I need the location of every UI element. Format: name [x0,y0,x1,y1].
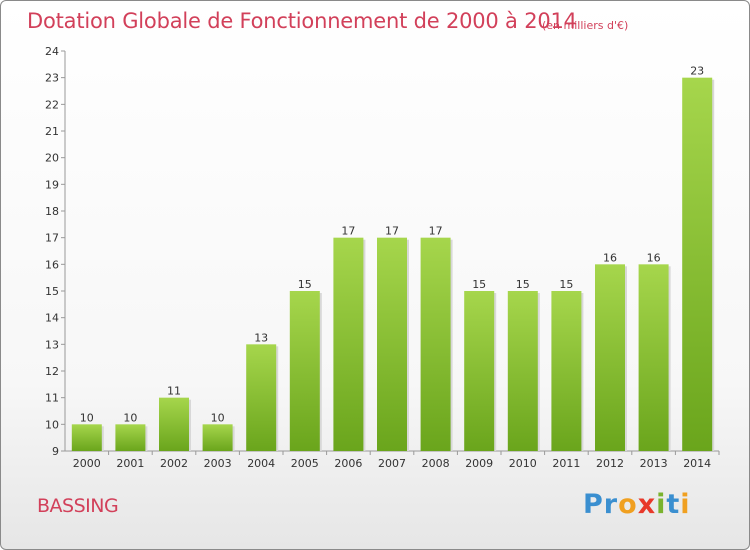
bar-value-label: 10 [80,411,94,424]
bar-value-label: 11 [167,385,181,398]
bar-2001 [115,424,146,451]
bar-2003 [202,424,233,451]
commune-name: BASSING [37,495,119,517]
y-tick-label: 12 [45,365,59,378]
bar-2004 [246,344,277,451]
bar-2012 [595,264,625,451]
y-tick-label: 21 [45,125,59,138]
bar-value-label: 10 [211,411,225,424]
bar-value-label: 15 [298,278,312,291]
x-tick-label: 2010 [509,457,537,470]
proxiti-logo: Proxiti [583,489,691,520]
bar-value-label: 10 [123,411,137,424]
bar-value-label: 23 [690,65,704,78]
x-tick-label: 2008 [422,457,450,470]
x-tick-label: 2009 [465,457,493,470]
bar-value-label: 17 [385,225,399,238]
y-tick-label: 16 [45,258,59,271]
bar-2000 [71,424,102,451]
y-tick-label: 24 [45,45,59,58]
y-tick-label: 11 [45,392,59,405]
y-tick-label: 19 [45,178,59,191]
x-tick-label: 2011 [552,457,580,470]
bar-value-label: 15 [472,278,486,291]
bar-2008 [420,237,451,451]
logo-letter: r [603,489,619,520]
logo-letter: i [656,489,667,520]
bar-2009 [464,291,495,451]
x-tick-label: 2005 [291,457,319,470]
bar-2007 [377,237,407,451]
chart-labels: 2000 10 2001 10 2002 11 2003 10 2004 13 2005 15 2006… [73,65,711,470]
logo-letter: P [583,489,604,520]
y-tick-label: 9 [52,445,59,458]
x-tick-label: 2007 [378,457,406,470]
bar-2010 [507,291,538,451]
y-tick-label: 10 [45,418,59,431]
bar-value-label: 15 [559,278,573,291]
bar-2014 [682,77,713,452]
y-tick-label: 18 [45,205,59,218]
bar-value-label: 16 [603,251,617,264]
bar-value-label: 17 [429,225,443,238]
x-tick-label: 2002 [160,457,188,470]
x-tick-label: 2003 [204,457,232,470]
logo-letter: t [666,489,681,520]
y-tick-label: 22 [45,98,59,111]
bar-value-label: 13 [254,331,268,344]
y-tick-label: 17 [45,232,59,245]
y-tick-label: 13 [45,338,59,351]
logo-letter: x [637,489,657,520]
chart-bars [71,77,715,452]
x-tick-label: 2006 [334,457,362,470]
bar-2002 [159,397,189,451]
bar-value-label: 15 [516,278,530,291]
chart-title: Dotation Globale de Fonctionnement de 20… [27,9,577,33]
chart-axes: 9 10 11 12 13 14 15 16 17 18 19 20 21 22 23 24 [45,45,720,458]
logo-letter: i [680,489,691,520]
x-tick-label: 2012 [596,457,624,470]
bar-2011 [551,291,582,451]
x-tick-label: 2000 [73,457,101,470]
x-tick-label: 2013 [640,457,668,470]
bar-2005 [289,291,320,451]
y-tick-label: 14 [45,312,59,325]
logo-letter: o [618,489,638,520]
bar-2006 [333,237,364,451]
chart-subtitle: (en milliers d'€) [542,19,629,32]
y-tick-label: 20 [45,152,59,165]
bar-2013 [638,264,669,451]
x-tick-label: 2014 [683,457,711,470]
x-tick-label: 2001 [116,457,144,470]
y-tick-label: 15 [45,285,59,298]
x-tick-label: 2004 [247,457,275,470]
bar-value-label: 16 [647,251,661,264]
y-tick-label: 23 [45,72,59,85]
bar-value-label: 17 [341,225,355,238]
